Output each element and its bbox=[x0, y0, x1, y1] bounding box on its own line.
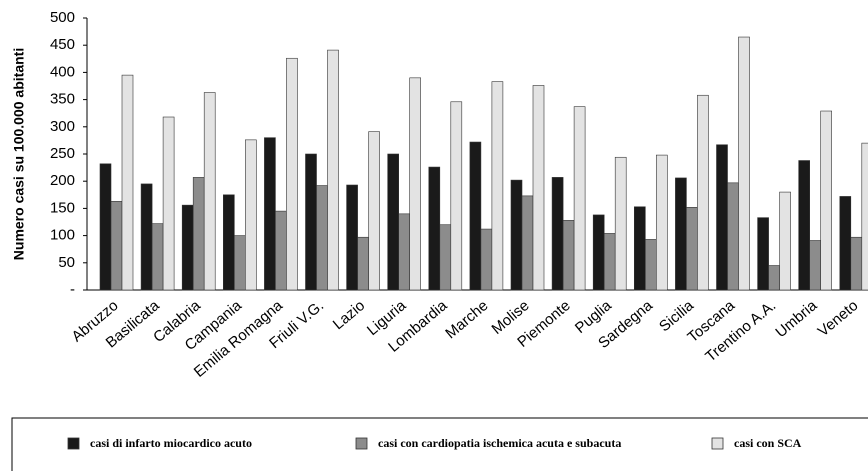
y-tick-label: 500 bbox=[50, 9, 75, 26]
x-tick-label: Veneto bbox=[815, 297, 862, 340]
bar bbox=[521, 195, 534, 291]
bar bbox=[738, 36, 750, 291]
bar bbox=[450, 101, 463, 291]
bar bbox=[655, 154, 668, 291]
bar bbox=[398, 213, 411, 291]
bar bbox=[510, 179, 523, 291]
bar bbox=[809, 240, 822, 291]
bar bbox=[387, 153, 400, 291]
bar bbox=[357, 236, 369, 291]
bar bbox=[675, 177, 687, 291]
x-tick-label: Umbria bbox=[772, 297, 820, 342]
bar bbox=[286, 57, 298, 291]
bar bbox=[480, 228, 493, 291]
bar bbox=[757, 217, 769, 291]
bar bbox=[181, 204, 194, 291]
bar bbox=[162, 116, 175, 291]
bar bbox=[798, 160, 811, 291]
bar bbox=[110, 201, 123, 291]
y-tick-label: 150 bbox=[50, 199, 75, 216]
bar bbox=[264, 137, 276, 291]
bar bbox=[151, 223, 164, 291]
bar bbox=[532, 85, 545, 291]
bar bbox=[716, 144, 728, 291]
bar bbox=[327, 49, 339, 291]
legend-label: casi di infarto miocardico acuto bbox=[90, 436, 252, 450]
bar bbox=[316, 185, 328, 291]
legend-swatch bbox=[67, 437, 80, 450]
bar bbox=[861, 142, 868, 291]
y-tick-label: 450 bbox=[50, 36, 75, 53]
bar bbox=[603, 233, 616, 291]
bar bbox=[305, 153, 317, 291]
bar bbox=[839, 196, 852, 291]
bar bbox=[409, 77, 422, 291]
legend-swatch bbox=[711, 437, 724, 450]
bar bbox=[99, 163, 112, 291]
bar bbox=[203, 92, 216, 291]
y-tick-label: 350 bbox=[50, 91, 75, 108]
bar bbox=[428, 166, 441, 291]
bar bbox=[820, 110, 833, 291]
y-tick-label: 300 bbox=[50, 118, 75, 135]
bar bbox=[727, 182, 739, 291]
x-tick-label: Lazio bbox=[330, 297, 368, 333]
bar bbox=[779, 191, 791, 291]
bar bbox=[234, 235, 246, 291]
bar bbox=[850, 236, 863, 291]
bar bbox=[223, 194, 235, 291]
legend-swatch bbox=[355, 437, 368, 450]
y-tick-label: 200 bbox=[50, 172, 75, 189]
bar bbox=[697, 94, 709, 291]
bar bbox=[192, 177, 205, 291]
bar bbox=[121, 74, 134, 291]
bar bbox=[768, 265, 780, 291]
y-tick-label: 50 bbox=[58, 254, 75, 271]
y-tick-label: - bbox=[70, 281, 75, 298]
bar bbox=[614, 156, 627, 291]
y-tick-label: 100 bbox=[50, 227, 75, 244]
legend-label: casi con cardiopatia ischemica acuta e s… bbox=[378, 436, 621, 450]
legend-label: casi con SCA bbox=[734, 436, 802, 450]
bar bbox=[644, 239, 657, 291]
y-tick-label: 250 bbox=[50, 145, 75, 162]
bar bbox=[633, 206, 646, 291]
bar bbox=[245, 139, 257, 291]
bar bbox=[140, 183, 153, 291]
bar bbox=[562, 220, 575, 291]
bar bbox=[686, 207, 698, 291]
x-tick-label: Marche bbox=[442, 297, 491, 342]
bar bbox=[346, 184, 358, 291]
bar bbox=[592, 214, 605, 291]
bar bbox=[469, 141, 482, 291]
bar bbox=[551, 177, 564, 291]
bar bbox=[368, 131, 380, 291]
bar bbox=[491, 81, 504, 291]
bar bbox=[573, 106, 586, 291]
y-tick-label: 400 bbox=[50, 63, 75, 80]
y-axis-title: Numero casi su 100.000 abitanti bbox=[11, 48, 27, 260]
bar bbox=[439, 224, 452, 291]
bar bbox=[275, 210, 287, 291]
legend-box bbox=[11, 417, 868, 471]
